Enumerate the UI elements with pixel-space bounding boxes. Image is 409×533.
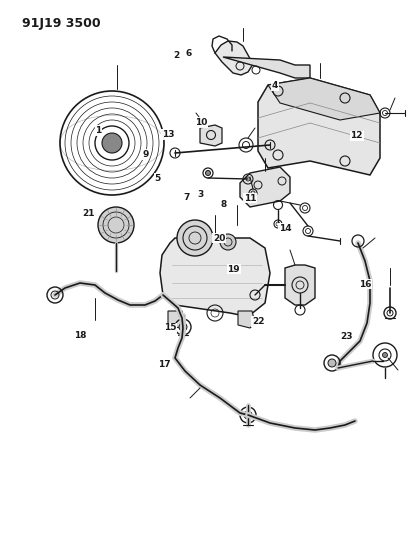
Text: 7: 7 bbox=[183, 193, 189, 201]
Text: 11: 11 bbox=[243, 194, 256, 203]
Circle shape bbox=[382, 352, 387, 358]
Text: 2: 2 bbox=[173, 52, 179, 60]
Circle shape bbox=[102, 133, 122, 153]
Polygon shape bbox=[267, 78, 379, 120]
Text: 14: 14 bbox=[278, 224, 290, 232]
Text: 13: 13 bbox=[162, 130, 174, 139]
Text: 12: 12 bbox=[350, 132, 362, 140]
Text: 17: 17 bbox=[157, 360, 170, 368]
Text: 4: 4 bbox=[271, 81, 277, 90]
Text: 23: 23 bbox=[339, 333, 352, 341]
Text: 18: 18 bbox=[74, 332, 86, 340]
Circle shape bbox=[327, 359, 335, 367]
Polygon shape bbox=[237, 311, 254, 328]
Polygon shape bbox=[239, 167, 289, 207]
Polygon shape bbox=[200, 125, 221, 146]
Circle shape bbox=[205, 171, 210, 175]
Polygon shape bbox=[214, 41, 252, 75]
Polygon shape bbox=[284, 265, 314, 305]
Text: 1: 1 bbox=[95, 126, 101, 135]
Text: 21: 21 bbox=[82, 209, 94, 217]
Text: 10: 10 bbox=[194, 118, 207, 127]
Text: 19: 19 bbox=[227, 265, 239, 273]
Text: 91J19 3500: 91J19 3500 bbox=[22, 17, 100, 30]
Polygon shape bbox=[160, 238, 270, 315]
Text: 9: 9 bbox=[142, 150, 148, 159]
Text: 6: 6 bbox=[185, 49, 191, 58]
Text: 16: 16 bbox=[358, 280, 370, 288]
Text: 22: 22 bbox=[252, 317, 264, 326]
Circle shape bbox=[98, 207, 134, 243]
Text: 8: 8 bbox=[220, 200, 226, 208]
Circle shape bbox=[177, 220, 213, 256]
Polygon shape bbox=[168, 311, 184, 328]
Circle shape bbox=[243, 411, 252, 419]
Polygon shape bbox=[222, 57, 309, 78]
Text: 5: 5 bbox=[154, 174, 161, 183]
Text: 20: 20 bbox=[213, 234, 225, 243]
Circle shape bbox=[220, 234, 236, 250]
Text: 3: 3 bbox=[197, 190, 204, 199]
Polygon shape bbox=[257, 78, 379, 175]
Circle shape bbox=[179, 323, 187, 331]
Text: 15: 15 bbox=[164, 324, 176, 332]
